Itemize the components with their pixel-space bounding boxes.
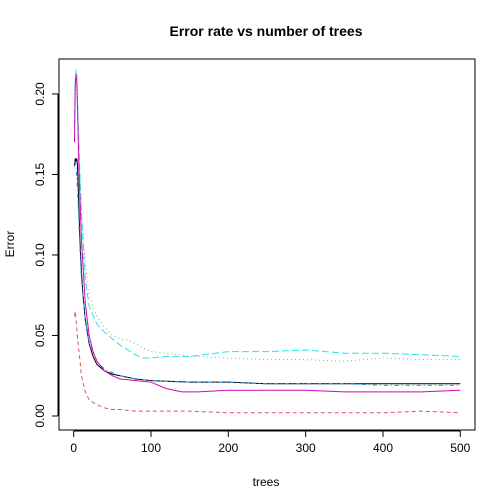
- x-tick-label: 400: [373, 441, 393, 455]
- x-tick-label: 100: [141, 441, 161, 455]
- series-3-line: [73, 77, 461, 362]
- x-tick-label: 0: [70, 441, 77, 455]
- series-1-line: [73, 158, 461, 385]
- series-5-line: [73, 69, 461, 359]
- x-tick-label: 300: [296, 441, 316, 455]
- y-tick-label: 0.20: [33, 82, 47, 106]
- x-tick-label: 500: [450, 441, 470, 455]
- series-2-line: [73, 311, 461, 414]
- y-axis: 0.00 0.05 0.10 0.15 0.20: [33, 82, 59, 428]
- series-6-line: [73, 74, 461, 393]
- y-axis-label: Error: [3, 231, 17, 258]
- x-axis: 0 100 200 300 400 500: [70, 430, 471, 455]
- y-tick-label: 0.10: [33, 243, 47, 267]
- plot-frame: [58, 58, 476, 431]
- y-tick-label: 0.00: [33, 404, 47, 428]
- x-axis-label: trees: [253, 475, 280, 489]
- y-tick-label: 0.05: [33, 323, 47, 347]
- series-4-line: [73, 161, 461, 386]
- x-tick-label: 200: [218, 441, 238, 455]
- series-layer: [73, 69, 461, 414]
- chart-title: Error rate vs number of trees: [170, 23, 363, 39]
- y-tick-label: 0.15: [33, 162, 47, 186]
